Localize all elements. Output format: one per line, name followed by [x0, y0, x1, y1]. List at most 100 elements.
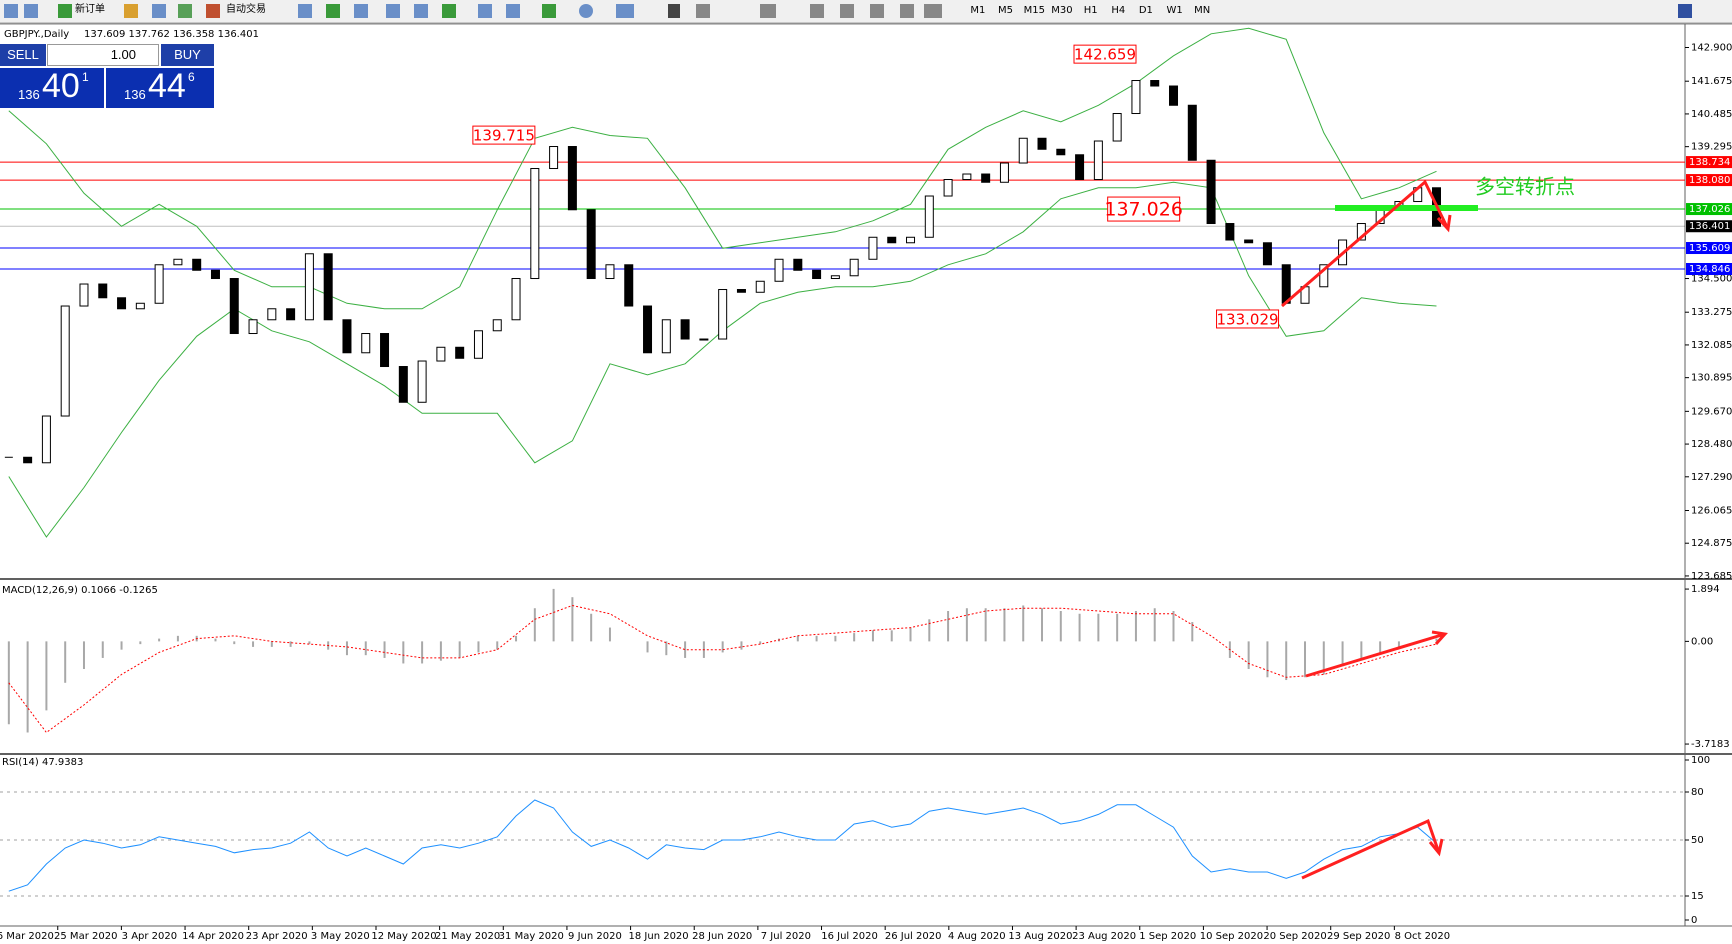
icon[interactable] [4, 4, 18, 18]
lot-input[interactable]: 1.00 [47, 44, 159, 66]
x-tick-label: 1 Sep 2020 [1139, 931, 1196, 942]
candle [210, 269, 220, 280]
timeframe-button[interactable]: M5 [998, 5, 1013, 16]
x-tick-label: 21 May 2020 [435, 931, 500, 942]
icon[interactable] [298, 4, 312, 18]
candle [718, 289, 728, 340]
annotation-label: 137.026 [1104, 199, 1183, 221]
buy-button[interactable]: BUY [161, 44, 214, 66]
search-icon[interactable] [1678, 4, 1692, 18]
candle [417, 360, 427, 403]
plot-layer: GBPJPY.,Daily 137.609 137.762 136.358 136… [0, 27, 1732, 942]
icon[interactable] [58, 4, 72, 18]
buy-price[interactable]: 136 44 6 [106, 67, 214, 108]
y-tick-label: 128.480 [1691, 439, 1732, 450]
candle [868, 236, 878, 260]
x-tick-label: 25 Mar 2020 [54, 931, 117, 942]
icon[interactable] [900, 4, 914, 18]
x-tick-label: 29 Sep 2020 [1327, 931, 1390, 942]
bollinger-band [8, 27, 1437, 310]
timeframe-button[interactable]: D1 [1139, 5, 1153, 16]
price-level-label: 137.026 [1689, 204, 1730, 215]
icon[interactable] [478, 4, 492, 18]
x-tick-label: 18 Jun 2020 [629, 931, 689, 942]
icon[interactable] [840, 4, 854, 18]
icon[interactable] [810, 4, 824, 18]
indicator-title: RSI(14) 47.9383 [2, 757, 83, 768]
icon[interactable] [326, 4, 340, 18]
icon[interactable] [152, 4, 166, 18]
price-level-label: 138.734 [1689, 157, 1730, 168]
icon[interactable] [506, 4, 520, 18]
x-tick-label: 31 May 2020 [499, 931, 564, 942]
arrow-head [1436, 214, 1452, 233]
candle [1244, 239, 1254, 244]
timeframe-button[interactable]: MN [1194, 5, 1210, 16]
annotation-label: 133.029 [1217, 310, 1279, 328]
icon[interactable] [668, 4, 680, 18]
candle [1093, 140, 1103, 181]
candle [248, 319, 258, 335]
candle [1131, 80, 1141, 115]
timeframe-button[interactable]: W1 [1166, 5, 1182, 16]
timeframe-button[interactable]: H4 [1111, 5, 1125, 16]
icon[interactable] [870, 4, 884, 18]
arrow [1305, 632, 1446, 678]
toolbar-button[interactable]: 自动交易 [226, 2, 266, 15]
price-level-label: 136.401 [1689, 221, 1730, 232]
x-tick-label: 28 Jun 2020 [692, 931, 752, 942]
timeframe-button[interactable]: M30 [1051, 5, 1072, 16]
candle [680, 319, 690, 340]
y-tick-label: 1.894 [1691, 584, 1720, 595]
icon[interactable] [616, 4, 634, 18]
macd-signal [8, 604, 1437, 734]
price-big: 136 [124, 87, 146, 102]
icon[interactable] [542, 4, 556, 18]
sell-price[interactable]: 136 40 1 [0, 67, 104, 108]
annotation-box [1073, 44, 1137, 64]
icon[interactable] [386, 4, 400, 18]
y-tick-label: -3.7183 [1691, 739, 1730, 750]
price-big: 136 [18, 87, 40, 102]
ohlc-text: 137.609 137.762 136.358 136.401 [84, 29, 259, 40]
icon[interactable] [579, 4, 593, 18]
drawn-arrows [1281, 179, 1478, 880]
icon[interactable] [354, 4, 368, 18]
icon[interactable] [414, 4, 428, 18]
candle [736, 289, 746, 293]
icon[interactable] [696, 4, 710, 18]
candle [154, 264, 164, 304]
icon[interactable] [760, 4, 776, 18]
candle [962, 173, 972, 181]
y-tick-label: 0 [1691, 915, 1697, 926]
candle [699, 338, 709, 341]
y-tick-label: 133.275 [1691, 307, 1732, 318]
bollinger-band [8, 181, 1437, 538]
icon[interactable] [124, 4, 138, 18]
rsi-line [8, 799, 1437, 892]
icon[interactable] [206, 4, 220, 18]
candle [79, 283, 89, 307]
x-tick-label: 8 Oct 2020 [1395, 931, 1450, 942]
arrow [1301, 818, 1441, 880]
timeframe-button[interactable]: M1 [970, 5, 985, 16]
price-sup: 6 [188, 70, 195, 84]
candle [192, 258, 202, 271]
icon[interactable] [924, 4, 942, 18]
candle [906, 236, 916, 244]
candle [41, 415, 51, 464]
y-tick-label: 134.500 [1691, 274, 1732, 285]
candle [398, 366, 408, 403]
timeframe-button[interactable]: M15 [1024, 5, 1045, 16]
symbol-title: GBPJPY.,Daily [4, 29, 69, 40]
toolbar-button[interactable]: 新订单 [75, 2, 105, 15]
icon[interactable] [24, 4, 38, 18]
candle [812, 269, 822, 280]
icon[interactable] [442, 4, 456, 18]
sell-button[interactable]: SELL [0, 44, 46, 66]
arrow [1281, 179, 1450, 308]
icon[interactable] [178, 4, 192, 18]
candle [267, 308, 277, 321]
timeframe-button[interactable]: H1 [1084, 5, 1098, 16]
candle [624, 264, 634, 307]
